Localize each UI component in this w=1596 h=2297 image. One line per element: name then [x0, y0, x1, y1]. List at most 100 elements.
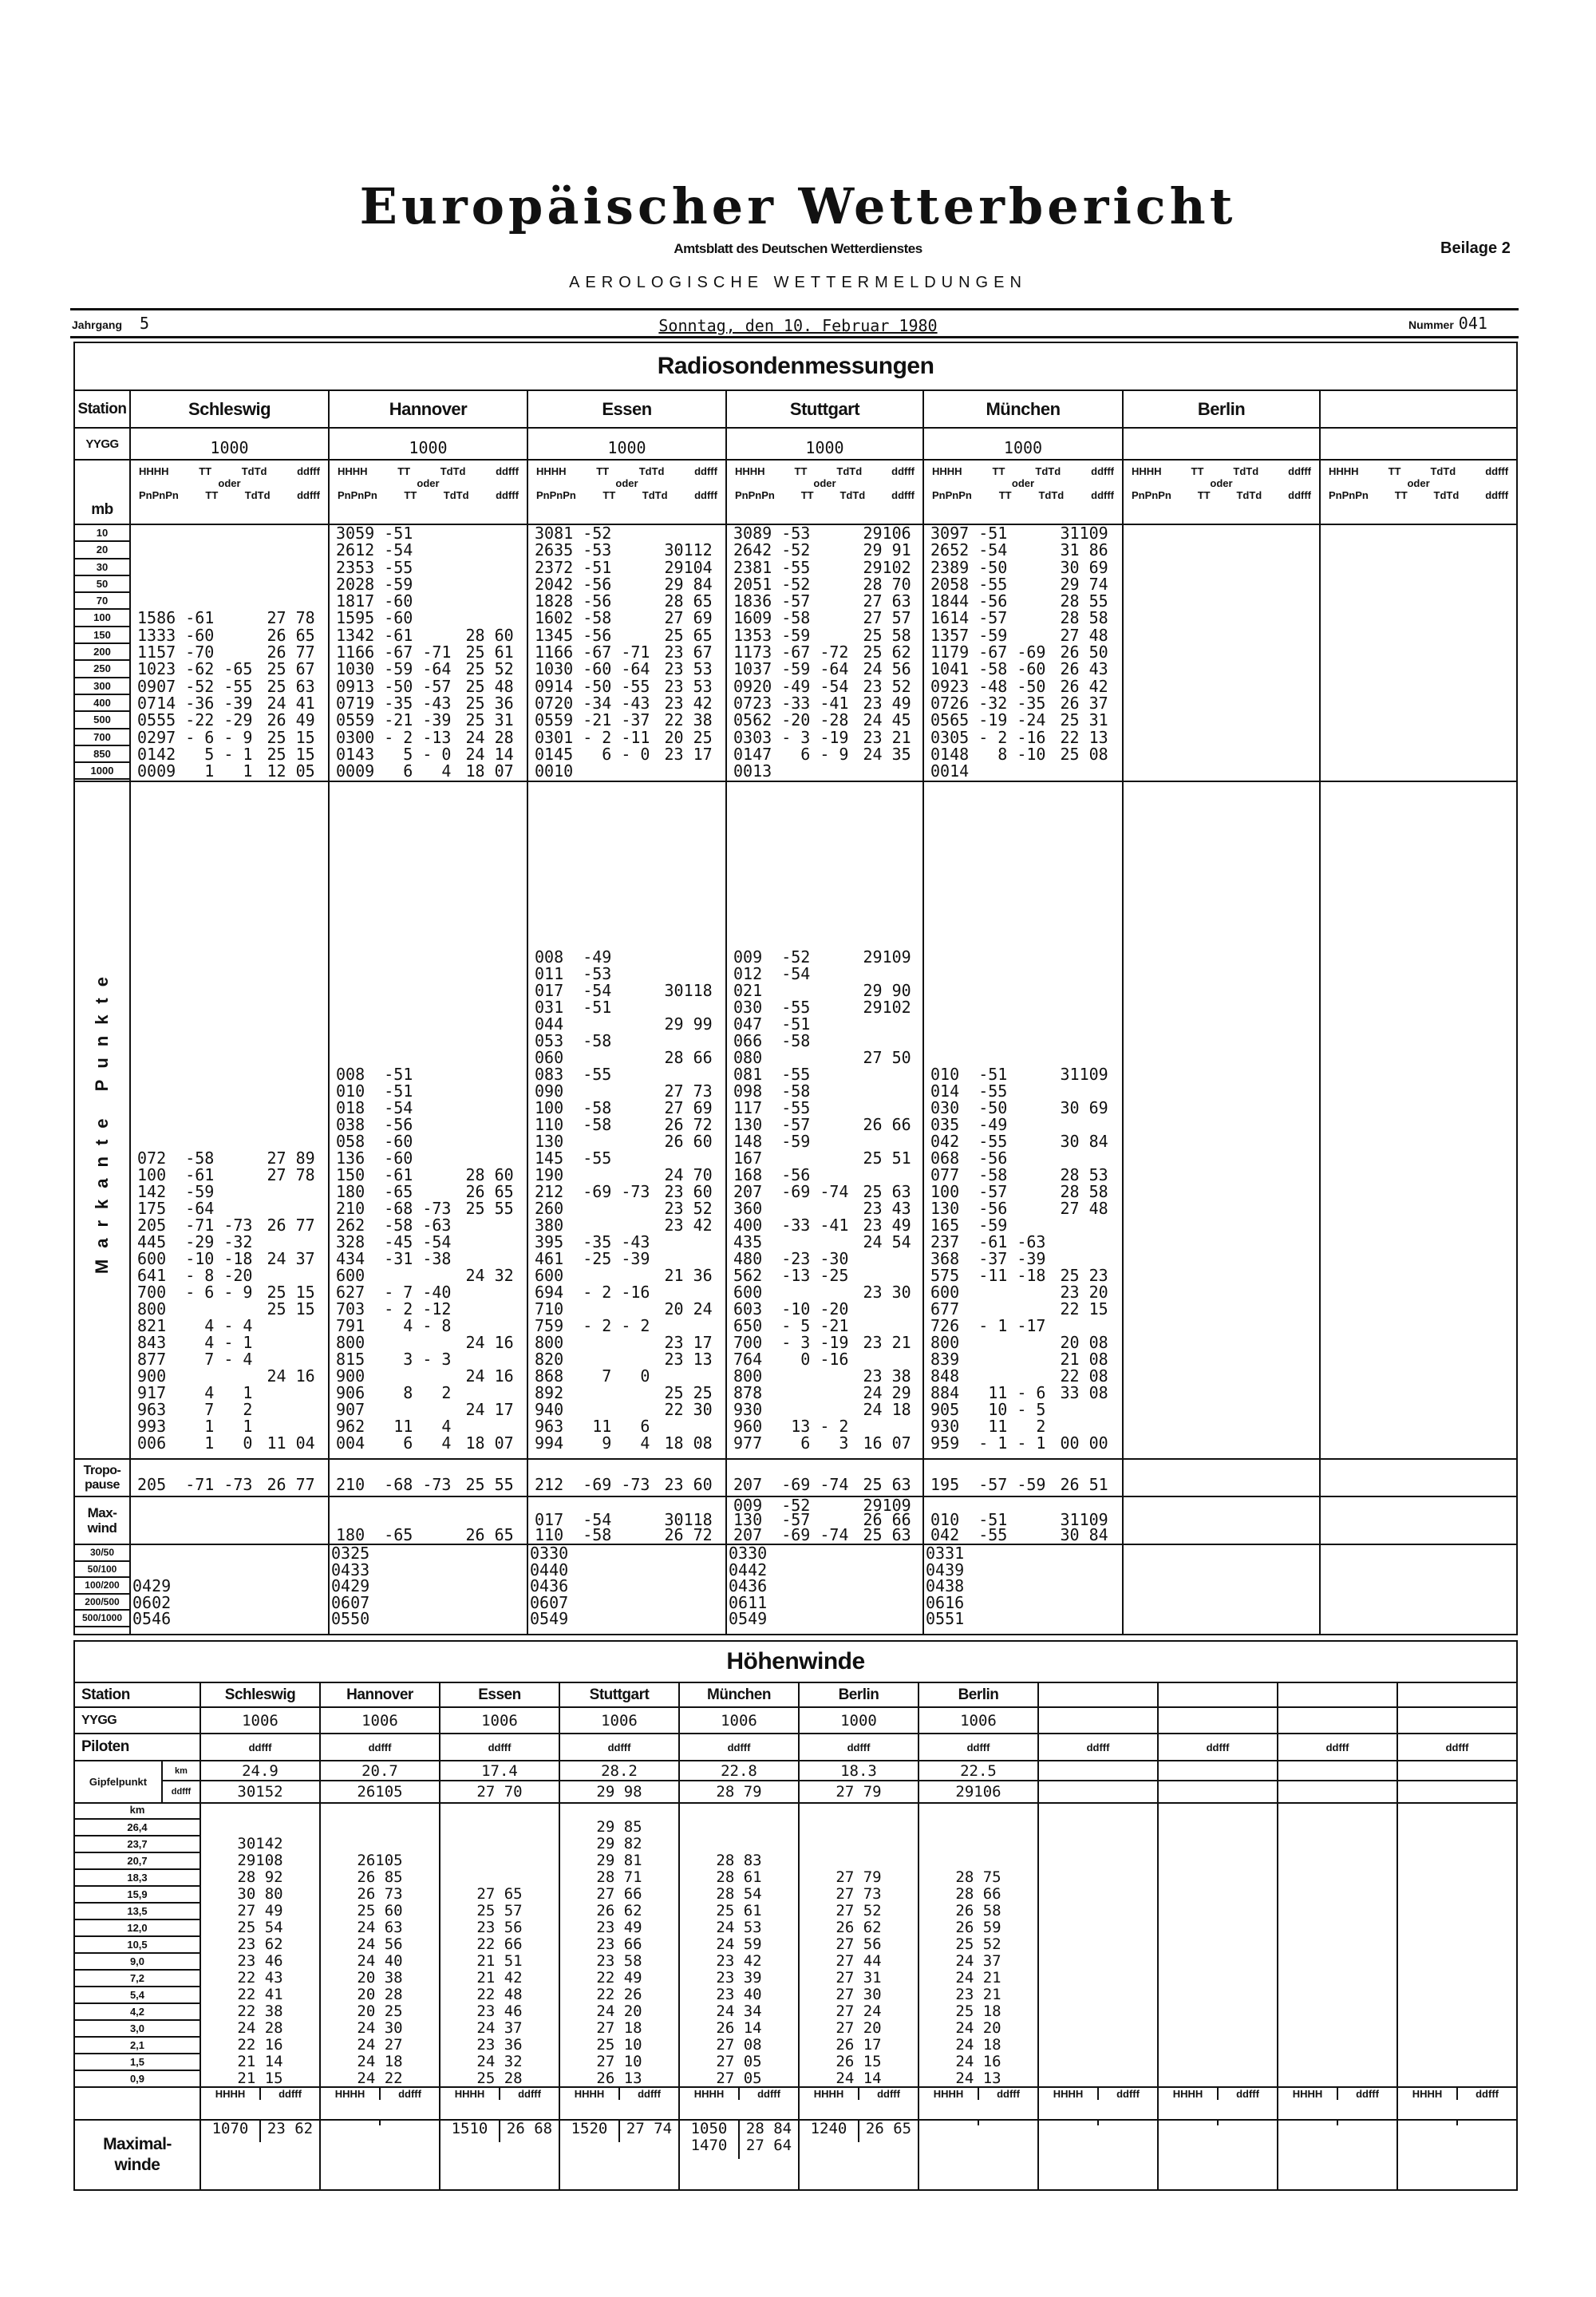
wind: 25 15: [267, 744, 315, 764]
max-hhhh-value: 1470: [690, 2137, 728, 2154]
temperature: - 2: [384, 1299, 413, 1319]
pressure-height: 2652: [930, 540, 970, 560]
wind-value: 22 16: [200, 2037, 321, 2054]
temperature: 1: [204, 1433, 215, 1453]
tropopause-label: Tropo-pause: [73, 1458, 131, 1497]
maxwind-cell: [1122, 1496, 1321, 1545]
significant-point-row: 700 - 6 - 9 25 15: [131, 1284, 328, 1301]
pressure-height: 1157: [137, 642, 176, 662]
hw-subheader: HHHH ddfff: [1277, 2086, 1398, 2121]
hw-station-name: Stuttgart: [559, 1682, 680, 1708]
wind-value: [1277, 1953, 1398, 1970]
temperature: -33: [781, 1216, 811, 1235]
issue-number: Nummer 041: [1408, 314, 1487, 333]
column-header-field: TT: [404, 489, 417, 501]
standard-level-row: [131, 576, 328, 593]
standard-level-row: 2058 -55 29 74: [924, 575, 1122, 593]
dewpoint: 4: [441, 1417, 452, 1436]
temperature: -33: [781, 693, 811, 713]
hw-piloten-format: ddfff: [1037, 1733, 1159, 1761]
pressure-height: 1357: [930, 625, 970, 645]
wind: 23 13: [664, 1350, 713, 1369]
wind: 30118: [664, 1510, 713, 1529]
wind: 25 36: [465, 693, 514, 713]
layer-label: 50/100: [75, 1562, 129, 1578]
standard-level-row: 1166 -67 -71 25 61: [330, 643, 527, 661]
layer-cell: 0429 0602 0546: [129, 1544, 330, 1635]
height-spacer: [918, 1802, 1039, 1819]
dewpoint: -63: [1017, 1232, 1046, 1251]
column-header-field: TT: [800, 489, 814, 501]
column-header-oder: oder: [218, 477, 241, 489]
significant-point-row: 960 13 - 2: [727, 1418, 922, 1435]
wind-value: [1037, 1953, 1159, 1970]
temperature: 5: [403, 744, 413, 764]
temperature: -58: [781, 1081, 811, 1101]
temperature: -54: [384, 540, 413, 560]
temperature: -51: [978, 524, 1008, 543]
column-header-field: ddfff: [496, 465, 519, 477]
wind-value: 27 52: [798, 1903, 919, 1919]
dewpoint: 2: [441, 1383, 452, 1402]
wind: 28 60: [465, 1165, 514, 1184]
wind-value: 21 51: [439, 1953, 560, 1970]
temperature: -59: [781, 625, 811, 645]
pressure-height: 0142: [137, 744, 176, 764]
hw-yygg-label: YYGG: [73, 1706, 201, 1734]
wind-value: 23 40: [678, 1987, 800, 2003]
max-hhhh: [1039, 2121, 1097, 2125]
wind-value: [1037, 2003, 1159, 2020]
standard-level-row: 0142 5 - 1 25 15: [131, 744, 328, 764]
wind-value: [1157, 2037, 1278, 2054]
dewpoint: -16: [820, 1350, 849, 1369]
maxwind-cell: [1318, 1496, 1519, 1545]
wind-value: [1037, 1987, 1159, 2003]
dewpoint: -74: [820, 1524, 849, 1544]
dewpoint: -13: [422, 727, 452, 747]
hw-yygg: [1037, 1706, 1159, 1734]
maximalwinde-split: [1278, 2121, 1396, 2125]
wind-value: [1396, 1987, 1519, 2003]
pressure-height: 195: [930, 1474, 960, 1494]
pressure-height: 0147: [733, 744, 772, 764]
temperature: -53: [583, 964, 612, 983]
dewpoint: -19: [820, 1333, 849, 1352]
maximalwinde-cell: 1240 26 65: [798, 2119, 919, 2191]
dewpoint: -59: [1017, 1474, 1046, 1494]
pressure-height: 066: [733, 1031, 763, 1050]
temperature: -68: [384, 1199, 413, 1218]
wind-value: 27 24: [798, 2003, 919, 2020]
wind-value: 23 66: [559, 1936, 680, 1953]
pressure-height: 800: [930, 1333, 960, 1352]
gipfel-km: [1396, 1760, 1519, 1781]
wind: 29106: [863, 524, 911, 543]
hhhh-label: HHHH: [813, 2088, 844, 2100]
pressure-height: 035: [930, 1115, 960, 1134]
dewpoint: -20: [223, 1266, 253, 1285]
pressure-height: 212: [535, 1474, 564, 1494]
significant-point-row: 650 - 5 -21: [727, 1318, 922, 1334]
temperature: -13: [781, 1266, 811, 1285]
wind: 26 77: [267, 1216, 315, 1235]
temperature: 4: [204, 1383, 215, 1402]
wind-value: [1037, 1836, 1159, 1852]
temperature: -54: [384, 1098, 413, 1117]
wind-value: 26 58: [918, 1903, 1039, 1919]
significant-point-row: 600 23 30: [727, 1284, 922, 1301]
column-header-field: PnPnPn: [338, 489, 377, 501]
significant-point-row: 962 11 4: [330, 1418, 527, 1435]
height-row: 5,4 22 41 20 28 22 48 22 26 23 40 27 30 23 21: [73, 1986, 1519, 2004]
document-title: Europäischer Wetterbericht: [359, 177, 1237, 235]
pressure-height: 011: [535, 964, 564, 983]
column-header-bottom: PnPnPn TT TdTd ddfff: [528, 489, 725, 501]
wind: 23 52: [664, 1199, 713, 1218]
standard-level-row: 1602 -58 27 69: [528, 610, 725, 627]
temperature: -51: [384, 524, 413, 543]
column-header-oder: oder: [1407, 477, 1430, 489]
wind-value: 27 31: [798, 1970, 919, 1987]
maxwind-row: 110 -58 26 72: [528, 1527, 725, 1542]
wind-value: 29 81: [559, 1852, 680, 1869]
wind-value: 27 08: [678, 2037, 800, 2054]
pressure-height: 1586: [137, 608, 176, 628]
temperature: -21: [384, 710, 413, 730]
